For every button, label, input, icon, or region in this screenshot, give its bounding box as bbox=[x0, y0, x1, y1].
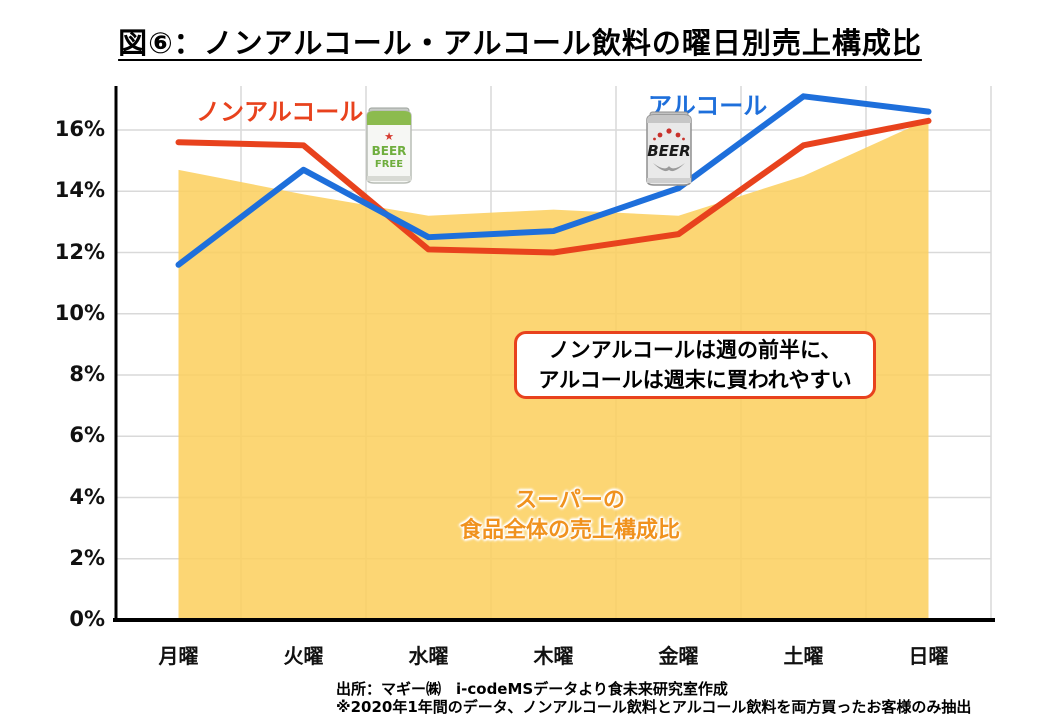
y-tick-label: 10% bbox=[54, 300, 105, 325]
legend-nonalcohol-label: ノンアルコール bbox=[196, 98, 364, 126]
x-category-label: 日曜 bbox=[908, 644, 949, 668]
y-tick-label: 2% bbox=[69, 545, 105, 570]
y-tick-label: 0% bbox=[69, 607, 105, 631]
area-series-label: スーパーの 食品全体の売上構成比 bbox=[400, 486, 740, 545]
y-tick-label: 6% bbox=[69, 423, 105, 448]
x-category-label: 土曜 bbox=[783, 644, 824, 668]
x-category-label: 火曜 bbox=[283, 644, 324, 668]
beer-free-can-icon: ★ BEER FREE bbox=[366, 107, 412, 184]
x-category-label: 水曜 bbox=[408, 644, 449, 668]
x-category-label: 金曜 bbox=[658, 644, 699, 668]
footer-source: 出所：マギー㈱ i-codeMSデータより食未来研究室作成 bbox=[336, 680, 728, 698]
annotation-box: ノンアルコールは週の前半に、 アルコールは週末に買われやすい bbox=[514, 331, 876, 399]
svg-text:BEER: BEER bbox=[647, 142, 690, 160]
svg-text:BEER: BEER bbox=[372, 144, 407, 158]
area-series-label-line1: スーパーの bbox=[515, 488, 625, 513]
x-category-label: 木曜 bbox=[533, 644, 574, 668]
annotation-line2: アルコールは週末に買われやすい bbox=[538, 368, 852, 392]
line-series-nonalcohol bbox=[175, 117, 932, 256]
y-tick-label: 16% bbox=[54, 117, 105, 141]
y-tick-label: 8% bbox=[69, 362, 105, 386]
annotation-line1: ノンアルコールは週の前半に、 bbox=[548, 337, 842, 362]
y-tick-label: 4% bbox=[69, 484, 105, 509]
y-tick-label: 14% bbox=[54, 178, 105, 203]
page-title: 図⑥：ノンアルコール・アルコール飲料の曜日別売上構成比 bbox=[118, 26, 922, 60]
x-category-label: 月曜 bbox=[158, 644, 199, 668]
footer: 出所：マギー㈱ i-codeMSデータより食未来研究室作成 ※2020年1年間の… bbox=[336, 680, 1040, 717]
svg-text:FREE: FREE bbox=[375, 159, 403, 170]
footer-note: ※2020年1年間のデータ、ノンアルコール飲料とアルコール飲料を両方買ったお客様… bbox=[336, 698, 972, 717]
line-series-alcohol bbox=[175, 93, 932, 268]
beer-can-icon: BEER bbox=[646, 111, 692, 186]
y-tick-label: 12% bbox=[54, 239, 105, 264]
svg-text:★: ★ bbox=[384, 130, 394, 143]
area-series-label-line2: 食品全体の売上構成比 bbox=[459, 517, 680, 543]
